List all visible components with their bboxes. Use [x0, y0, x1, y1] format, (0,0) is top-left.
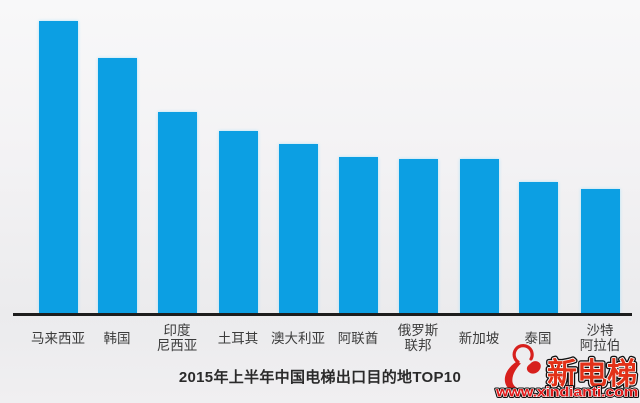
bar-俄罗斯联邦 [398, 159, 438, 313]
brand-text-outline: 新电梯 [547, 358, 637, 391]
category-label-俄罗斯联邦: 俄罗斯 联邦 [397, 323, 439, 353]
brand-text-inline: 新电梯 [547, 358, 637, 391]
category-label-印度尼西亚: 印度 尼西亚 [156, 323, 198, 353]
bar-沙特阿拉伯 [580, 189, 620, 313]
bar-韩国 [97, 58, 137, 313]
xindianti-url-text: www.xindianti.com www.xindianti.com www.… [494, 383, 640, 401]
category-label-土耳其: 土耳其 [217, 330, 259, 346]
url-text-inline: www.xindianti.com [495, 385, 638, 400]
xindianti-brand-text: 新电梯 新电梯 新电梯 [545, 356, 640, 394]
bar-泰国 [518, 182, 558, 313]
category-label-新加坡: 新加坡 [458, 330, 500, 346]
category-label-沙特阿拉伯: 沙特 阿拉伯 [579, 323, 621, 353]
bar-新加坡 [459, 159, 499, 313]
x-axis-line [13, 313, 632, 316]
url-text: www.xindianti.com [495, 385, 638, 400]
category-label-泰国: 泰国 [524, 330, 552, 346]
category-label-澳大利亚: 澳大利亚 [271, 330, 325, 346]
chart-title: 2015年上半年中国电梯出口目的地TOP10 [178, 369, 462, 386]
xindianti-watermark: 新电梯 新电梯 新电梯 www.xindianti.com www.xindia… [494, 344, 640, 401]
bar-澳大利亚 [278, 144, 318, 313]
category-label-马来西亚: 马来西亚 [31, 330, 85, 346]
bar-马来西亚 [38, 21, 78, 313]
bar-印度尼西亚 [157, 112, 197, 313]
bar-阿联酋 [338, 157, 378, 313]
url-text-outline: www.xindianti.com [495, 385, 638, 400]
category-label-阿联酋: 阿联酋 [337, 330, 379, 346]
brand-text: 新电梯 [547, 358, 637, 391]
bar-土耳其 [218, 131, 258, 313]
category-label-韩国: 韩国 [103, 330, 131, 346]
xindianti-logo-figure-icon [504, 344, 541, 393]
